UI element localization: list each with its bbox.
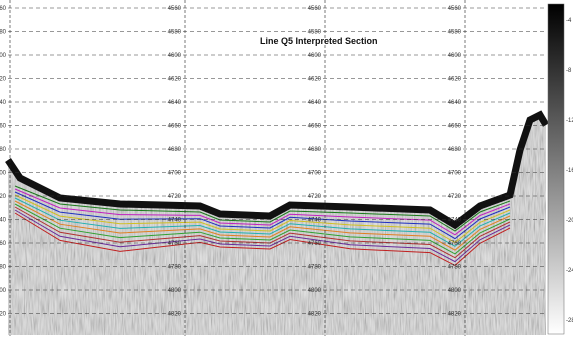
depth-label: 4660 bbox=[308, 124, 322, 130]
depth-label: 4640 bbox=[448, 100, 462, 106]
depth-label: 4580 bbox=[308, 30, 322, 36]
depth-label: 4820 bbox=[448, 312, 462, 318]
depth-label: 4620 bbox=[168, 77, 182, 83]
depth-label: 4560 bbox=[448, 6, 462, 12]
horizon bbox=[14, 185, 511, 232]
depth-label: 4700 bbox=[308, 171, 322, 177]
horizon bbox=[14, 209, 511, 263]
depth-label: 4700 bbox=[0, 171, 7, 177]
colorbar-label: -8 bbox=[566, 68, 572, 74]
depth-label: 4820 bbox=[308, 312, 322, 318]
depth-label: 4600 bbox=[168, 53, 182, 59]
depth-label: 4740 bbox=[168, 218, 182, 224]
title: Line Q5 Interpreted Section bbox=[260, 36, 378, 46]
depth-label: 4560 bbox=[168, 6, 182, 12]
depth-label: 4760 bbox=[0, 241, 7, 247]
depth-label: 4720 bbox=[0, 194, 7, 200]
horizon bbox=[14, 194, 511, 244]
colorbar bbox=[547, 3, 565, 335]
depth-label: 4620 bbox=[0, 77, 7, 83]
depth-label: 4720 bbox=[448, 194, 462, 200]
depth-label: 4720 bbox=[168, 194, 182, 200]
depth-label: 4660 bbox=[448, 124, 462, 130]
colorbar-labels: -4 -8 -12 -16 -20 -24 -28 bbox=[566, 18, 573, 324]
depth-label: 4800 bbox=[308, 288, 322, 294]
colorbar-label: -12 bbox=[566, 118, 573, 124]
horizon bbox=[14, 191, 511, 240]
depth-label: 4800 bbox=[0, 288, 7, 294]
depth-label: 4740 bbox=[0, 218, 7, 224]
colorbar-label: -16 bbox=[566, 168, 573, 174]
horizon bbox=[14, 188, 511, 236]
depth-label: 4600 bbox=[0, 53, 7, 59]
depth-label: 4640 bbox=[308, 100, 322, 106]
depth-label: 4660 bbox=[0, 124, 7, 130]
depth-label: 4600 bbox=[448, 53, 462, 59]
horizon bbox=[14, 200, 511, 251]
horizon bbox=[14, 203, 511, 255]
horizon bbox=[14, 206, 511, 259]
colorbar-label: -20 bbox=[566, 218, 573, 224]
depth-label: 4780 bbox=[168, 265, 182, 271]
colorbar-label: -28 bbox=[566, 318, 573, 324]
depth-label: 4680 bbox=[0, 147, 7, 153]
depth-label: 4780 bbox=[308, 265, 322, 271]
depth-label: 4560 bbox=[0, 6, 7, 12]
horizons bbox=[14, 185, 511, 267]
depth-label: 4640 bbox=[168, 100, 182, 106]
depth-label: 4620 bbox=[308, 77, 322, 83]
depth-label: 4800 bbox=[168, 288, 182, 294]
depth-label: 4580 bbox=[168, 30, 182, 36]
depth-label: 4820 bbox=[168, 312, 182, 318]
depth-label: 4700 bbox=[168, 171, 182, 177]
depth-label: 4720 bbox=[308, 194, 322, 200]
depth-label: 4760 bbox=[308, 241, 322, 247]
depth-label: 4620 bbox=[448, 77, 462, 83]
depth-label: 4780 bbox=[0, 265, 7, 271]
horizon bbox=[14, 212, 511, 267]
depth-label: 4600 bbox=[308, 53, 322, 59]
depth-label: 4780 bbox=[448, 265, 462, 271]
depth-label: 4800 bbox=[448, 288, 462, 294]
depth-label: 4820 bbox=[0, 312, 7, 318]
depth-label: 4680 bbox=[308, 147, 322, 153]
grid: 4560 4560 4560 4560 4580 4580 4580 4580 4600 4600… bbox=[0, 0, 546, 336]
depth-label: 4740 bbox=[448, 218, 462, 224]
depth-label: 4680 bbox=[448, 147, 462, 153]
depth-label: 4580 bbox=[448, 30, 462, 36]
depth-label: 4760 bbox=[448, 241, 462, 247]
depth-label: 4740 bbox=[308, 218, 322, 224]
depth-label: 4660 bbox=[168, 124, 182, 130]
depth-label: 4680 bbox=[168, 147, 182, 153]
depth-label: 4640 bbox=[0, 100, 7, 106]
colorbar-label: -4 bbox=[566, 18, 572, 24]
colorbar-label: -24 bbox=[566, 268, 573, 274]
seabed bbox=[5, 110, 550, 230]
depth-label: 4560 bbox=[308, 6, 322, 12]
depth-label: 4760 bbox=[168, 241, 182, 247]
depth-label: 4700 bbox=[448, 171, 462, 177]
depth-label: 4580 bbox=[0, 30, 7, 36]
